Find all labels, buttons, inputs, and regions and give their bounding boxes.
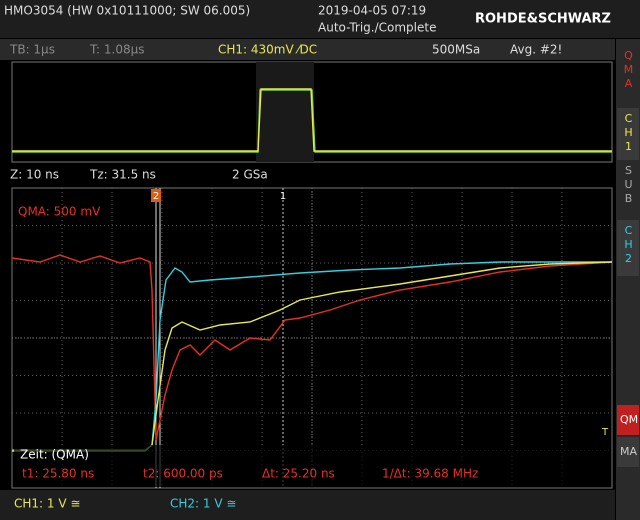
menu-button[interactable] <box>617 220 639 276</box>
cursor-panel <box>14 445 610 487</box>
menu-label[interactable]: QMA <box>622 49 635 91</box>
device-info: HMO3054 (HW 0x10111000; SW 06.005) <box>4 4 250 18</box>
cursor-mode: Zeit: (QMA) <box>20 448 89 462</box>
menu-button[interactable] <box>617 437 639 467</box>
overview-ch2-trace <box>12 89 612 153</box>
menu-label[interactable]: CH2 <box>622 224 635 266</box>
cursor-t2: t2: 600.00 ps <box>143 467 223 481</box>
cursor-label: 1 <box>280 191 286 202</box>
menu-label[interactable]: CH1 <box>622 112 635 154</box>
zoom-region <box>256 62 314 162</box>
zoom-time: Tz: 31.5 ns <box>89 168 156 182</box>
menu-button[interactable] <box>617 45 639 107</box>
side-buttons: QMA CH1 SUB CH2 QM MA <box>617 45 639 467</box>
average: Avg. #2! <box>510 43 562 57</box>
cursor-label: 2 <box>153 191 159 202</box>
trigger-time: T: 1.08µs <box>89 43 144 57</box>
trigger-marker: T <box>601 427 609 438</box>
cursor-marker <box>151 189 161 202</box>
sample-rate: 500MSa <box>432 43 480 57</box>
timebase: TB: 1µs <box>9 43 55 57</box>
header-bar <box>0 0 640 38</box>
bottom-bar <box>0 490 615 520</box>
menu-label[interactable]: QM <box>620 413 638 426</box>
channel-setting: CH1: 430mV ⁄DC <box>218 43 317 57</box>
zoom-sample-rate: 2 GSa <box>232 168 268 182</box>
brand: ROHDE&SCHWARZ <box>475 12 611 27</box>
math-trace <box>11 254 613 441</box>
zoom-factor: Z: 10 ns <box>10 168 59 182</box>
cursor-t1: t1: 25.80 ns <box>22 467 94 481</box>
menu-label[interactable]: SUB <box>622 164 635 206</box>
ch1-scale: CH1: 1 V ≅ <box>14 497 80 511</box>
ch2-scale: CH2: 1 V ≅ <box>170 497 236 511</box>
menu-button[interactable] <box>617 108 639 166</box>
status-bar <box>0 39 615 60</box>
overview-ch1-trace <box>12 88 612 152</box>
cursor-delta: Δt: 25.20 ns <box>262 467 335 481</box>
ch2-trace <box>12 261 612 451</box>
menu-button[interactable] <box>617 160 639 216</box>
menu-label[interactable]: MA <box>620 445 637 458</box>
menu-button[interactable] <box>617 405 639 435</box>
trigger-status: Auto-Trig./Complete <box>318 21 436 35</box>
cursor-inverse-delta: 1/Δt: 39.68 MHz <box>382 467 478 481</box>
ch1-trace <box>12 261 613 452</box>
math-scale: QMA: 500 mV <box>18 205 101 219</box>
datetime: 2019-04-05 07:19 <box>318 4 426 18</box>
